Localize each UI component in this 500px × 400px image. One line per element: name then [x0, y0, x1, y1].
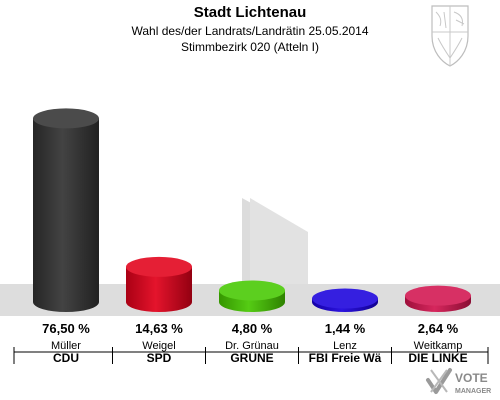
bar-top: [33, 108, 99, 129]
logo-text-vote: VOTE: [455, 371, 488, 385]
bar-grüne: [219, 280, 285, 312]
bar-top: [312, 288, 378, 309]
bar-cdu: [33, 108, 99, 313]
value-label: 1,44 %: [325, 321, 366, 336]
candidate-label: Weitkamp: [414, 340, 463, 352]
candidate-label: Müller: [51, 340, 81, 352]
logo-text-manager: MANAGER: [455, 388, 491, 395]
chart-backdrop-wedge: [250, 198, 308, 284]
coat-of-arms-icon: [431, 5, 469, 67]
party-label: SPD: [147, 351, 172, 365]
candidate-label: Lenz: [333, 340, 357, 352]
bar-top: [126, 256, 192, 277]
value-labels: 76,50 % 14,63 % 4,80 % 1,44 % 2,64 %: [42, 321, 459, 336]
value-label: 76,50 %: [42, 321, 90, 336]
bar-body: [33, 118, 99, 313]
checkmark-icon: [426, 368, 452, 394]
value-label: 14,63 %: [135, 321, 183, 336]
chart-title: Stadt Lichtenau: [193, 4, 307, 21]
value-label: 2,64 %: [418, 321, 459, 336]
bar-body: [126, 266, 192, 312]
votemanager-logo: VOTE MANAGER: [426, 368, 491, 395]
bar-top: [405, 285, 471, 306]
bar-top: [219, 280, 285, 301]
bar-fbi-freie-wä: [312, 288, 378, 312]
bar-die-linke: [405, 285, 471, 312]
bars: [33, 108, 471, 313]
party-label: FBI Freie Wä: [309, 351, 382, 365]
party-label: GRÜNE: [230, 350, 273, 365]
party-label: DIE LINKE: [408, 351, 467, 365]
party-label: CDU: [53, 351, 79, 365]
chart-district: Stimmbezirk 020 (Atteln I): [180, 40, 320, 54]
bar-spd: [126, 256, 192, 312]
candidate-label: Dr. Grünau: [225, 340, 279, 352]
candidate-label: Weigel: [142, 340, 175, 352]
chart-subtitle: Wahl des/der Landrats/Landrätin 25.05.20…: [131, 24, 369, 38]
value-label: 4,80 %: [232, 321, 273, 336]
